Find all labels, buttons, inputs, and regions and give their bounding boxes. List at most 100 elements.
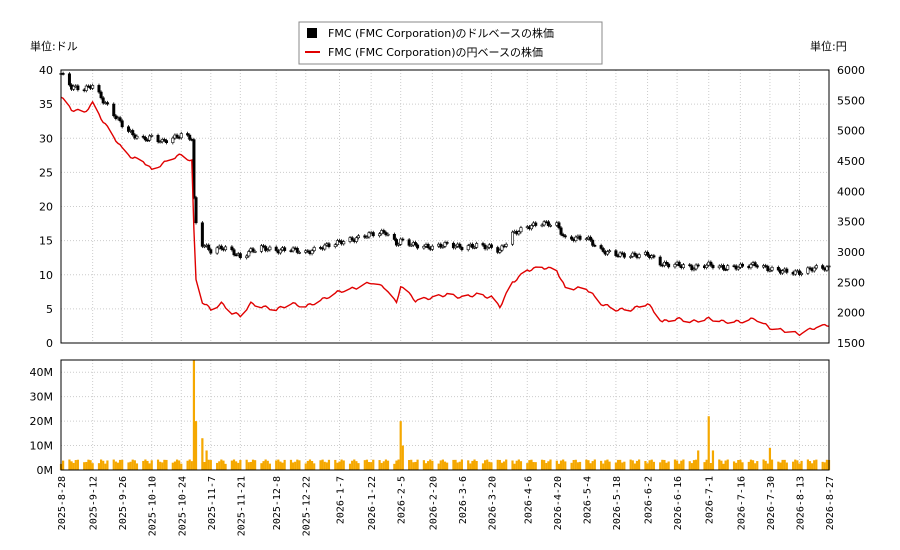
x-tick-label: 2026-5-4	[582, 476, 593, 524]
volume-bar	[235, 461, 238, 470]
usd-candle-body	[681, 264, 685, 268]
usd-candle-body	[629, 256, 633, 258]
volume-bar	[74, 460, 77, 470]
volume-bar	[135, 463, 139, 470]
volume-bar	[116, 462, 120, 470]
usd-candle-body	[578, 235, 582, 240]
usd-candle-body	[105, 102, 109, 105]
usd-candle-body	[688, 264, 692, 267]
usd-candle-body	[690, 265, 694, 270]
volume-bar	[222, 460, 225, 470]
volume-bar	[410, 459, 413, 470]
volume-bar	[386, 460, 390, 470]
volume-bar	[144, 459, 147, 470]
volume-bar	[97, 463, 101, 470]
usd-candle-body	[297, 252, 301, 254]
volume-bar	[488, 461, 491, 470]
volume-bar	[808, 461, 812, 470]
volume-bar	[142, 460, 145, 470]
volume-bar	[380, 462, 383, 470]
x-tick-label: 2025-10-24	[177, 476, 188, 536]
volume-bar	[230, 460, 234, 470]
usd-candle-body	[283, 247, 287, 251]
volume-bar	[340, 459, 343, 470]
usd-legend-label: FMC (FMC Corporation)のドルベースの株価	[328, 26, 554, 40]
volume-bar	[519, 461, 523, 470]
volume-bar	[232, 459, 236, 470]
volume-bar	[614, 462, 618, 470]
usd-candle-body	[310, 250, 314, 255]
volume-bar	[751, 460, 755, 470]
volume-bar	[289, 459, 293, 470]
volume-bar	[456, 462, 459, 470]
volume-bar	[260, 463, 263, 470]
left-tick-label: 30	[39, 132, 53, 145]
usd-candle-body	[473, 247, 477, 249]
usd-candle-body	[470, 243, 474, 248]
volume-bar	[608, 461, 611, 470]
volume-bar	[251, 459, 255, 470]
usd-candle-body	[443, 242, 447, 247]
volume-bar	[336, 462, 339, 470]
volume-bar	[644, 461, 647, 470]
volume-bar	[792, 461, 795, 470]
volume-bar	[99, 459, 103, 470]
usd-candle-body	[475, 243, 479, 248]
volume-bar	[469, 463, 472, 470]
x-tick-label: 2026-4-20	[553, 476, 564, 530]
volume-bar	[325, 462, 328, 470]
volume-bar	[690, 463, 693, 470]
price-marks	[59, 71, 831, 277]
volume-bar	[156, 459, 160, 470]
volume-bar	[319, 460, 322, 470]
volume-bar	[678, 463, 681, 470]
usd-candle-body	[652, 255, 656, 258]
usd-candle-body	[593, 245, 597, 247]
volume-bar	[498, 459, 501, 470]
usd-candle-body	[156, 135, 160, 143]
usd-candle-body	[740, 263, 744, 267]
volume-bar	[811, 463, 814, 470]
volume-bar	[667, 461, 670, 470]
usd-candle-body	[546, 221, 550, 226]
usd-candle-body	[207, 244, 211, 250]
volume-bar	[823, 462, 826, 470]
volume-bar	[756, 461, 759, 470]
usd-candle-body	[219, 245, 223, 250]
volume-tick-label: 20M	[30, 415, 54, 428]
volume-bar	[277, 459, 280, 470]
usd-candle-body	[407, 239, 411, 246]
volume-bar	[572, 460, 575, 470]
volume-bar	[194, 421, 198, 470]
volume-bar	[680, 460, 683, 470]
volume-tick-label: 40M	[30, 366, 54, 379]
volume-bar	[564, 461, 567, 470]
usd-candle-body	[770, 266, 774, 271]
volume-bar	[798, 463, 801, 470]
volume-bar	[697, 450, 700, 470]
volume-bar	[441, 459, 444, 470]
volume-bar	[543, 460, 546, 470]
volume-bar	[89, 460, 92, 470]
usd-candle-body	[371, 232, 375, 237]
volume-bar	[131, 459, 134, 470]
volume-bar	[591, 461, 594, 470]
usd-candle-body	[705, 264, 709, 268]
volume-bar	[279, 461, 282, 470]
usd-candle-body	[441, 246, 445, 248]
usd-candle-body	[158, 141, 162, 144]
usd-candle-body	[755, 265, 759, 268]
legend-box	[298, 21, 603, 65]
usd-candle-body	[72, 85, 76, 90]
x-tick-label: 2026-6-16	[673, 476, 684, 530]
volume-bar	[458, 461, 461, 470]
volume-bar	[397, 459, 400, 470]
volume-bar	[762, 459, 765, 470]
usd-candle-body	[694, 264, 698, 270]
usd-candle-body	[397, 244, 401, 246]
volume-bar	[549, 459, 552, 470]
volume-bar	[483, 460, 487, 470]
x-tick-label: 2026-7-16	[736, 476, 747, 530]
volume-bar	[534, 462, 537, 470]
volume-bar	[754, 463, 757, 470]
